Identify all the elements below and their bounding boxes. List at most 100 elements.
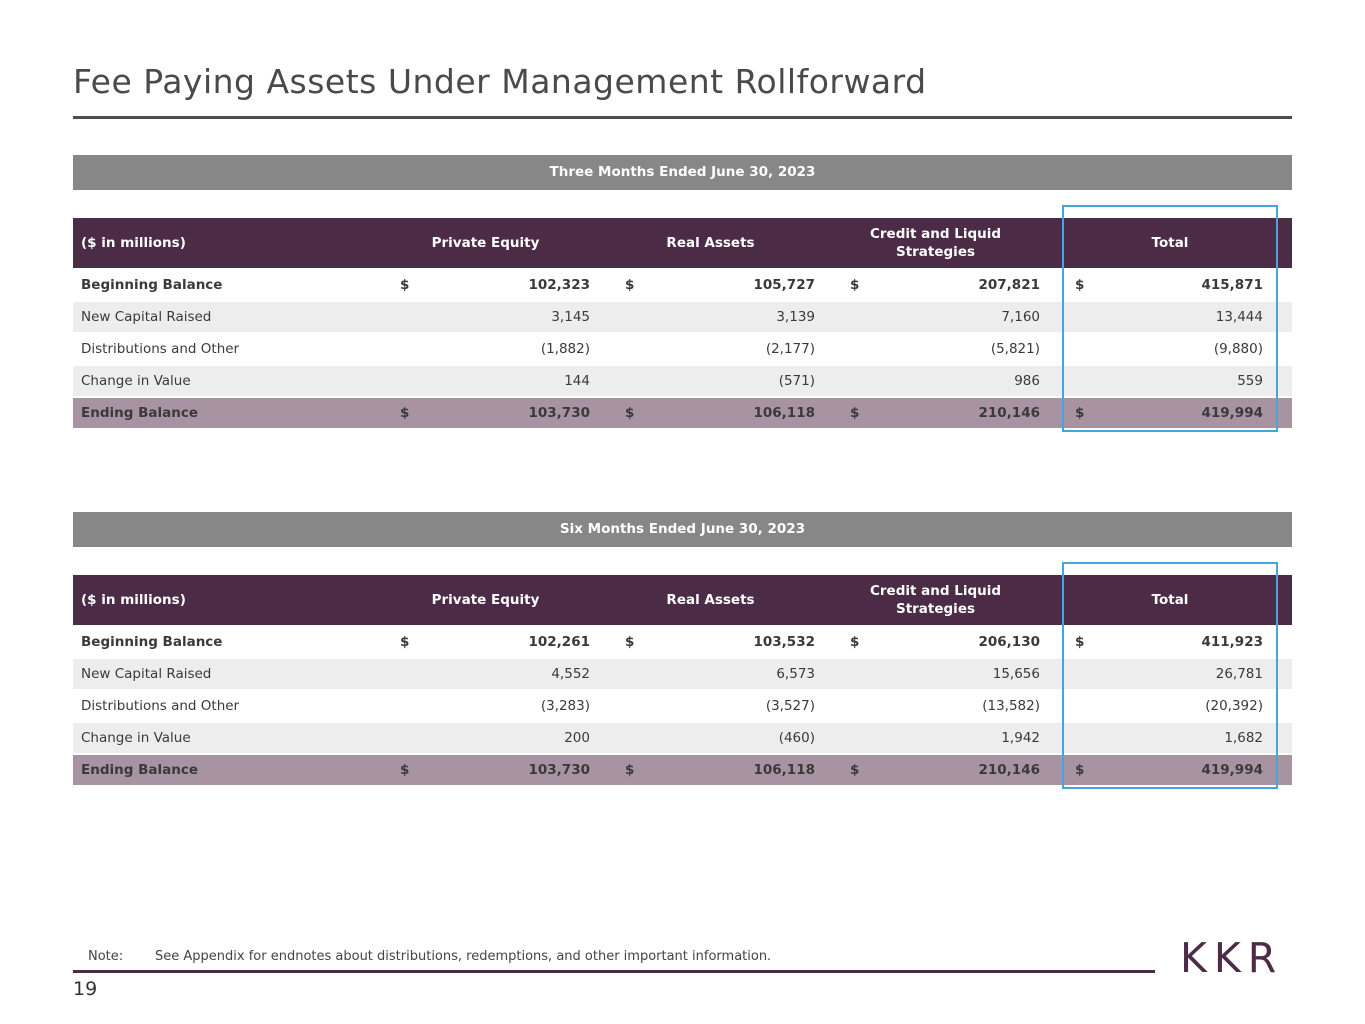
page-title: Fee Paying Assets Under Management Rollf… <box>73 62 927 101</box>
cell-value: 103,730 <box>528 405 591 421</box>
dollar-sign: $ <box>850 277 860 293</box>
cell-value: (13,582) <box>982 698 1040 714</box>
note-text: See Appendix for endnotes about distribu… <box>155 949 772 964</box>
cell-value: (5,821) <box>990 341 1040 357</box>
column-header-private-equity: Private Equity <box>431 591 540 608</box>
kkr-logo: KKR <box>1180 934 1284 982</box>
dollar-sign: $ <box>625 277 635 293</box>
dollar-sign: $ <box>625 762 635 778</box>
cell-real-assets: (571) <box>598 366 823 396</box>
cell-private-equity: $103,730 <box>373 755 598 785</box>
cell-real-assets: $103,532 <box>598 627 823 657</box>
table-row-change-in-value: Change in Value 144 (571) 986 559 <box>73 366 1292 396</box>
column-header-units: ($ in millions) <box>81 591 186 608</box>
row-label: New Capital Raised <box>81 666 212 682</box>
row-label: Beginning Balance <box>81 634 223 650</box>
cell-value: 210,146 <box>978 405 1041 421</box>
cell-credit-liquid: $210,146 <box>823 398 1048 428</box>
cell-value: (3,283) <box>540 698 590 714</box>
cell-total: (20,392) <box>1048 691 1292 721</box>
cell-value: 105,727 <box>753 277 816 293</box>
table-row-new-capital-raised: New Capital Raised 3,145 3,139 7,160 13,… <box>73 302 1292 332</box>
cell-value: 26,781 <box>1215 666 1263 682</box>
dollar-sign: $ <box>850 405 860 421</box>
cell-value: 207,821 <box>978 277 1041 293</box>
table-row-beginning-balance: Beginning Balance $102,323 $105,727 $207… <box>73 270 1292 300</box>
column-header-units: ($ in millions) <box>81 234 186 251</box>
cell-value: 106,118 <box>753 405 816 421</box>
cell-real-assets: (460) <box>598 723 823 753</box>
dollar-sign: $ <box>625 405 635 421</box>
cell-total: 13,444 <box>1048 302 1292 332</box>
dollar-sign: $ <box>400 277 410 293</box>
cell-value: 419,994 <box>1201 762 1264 778</box>
cell-credit-liquid: 7,160 <box>823 302 1048 332</box>
cell-value: (1,882) <box>540 341 590 357</box>
cell-real-assets: (2,177) <box>598 334 823 364</box>
column-header-credit-liquid: Credit and Liquid Strategies <box>869 225 1002 260</box>
fpaum-table-three-months: ($ in millions) Private Equity Real Asse… <box>73 205 1292 432</box>
column-header-real-assets: Real Assets <box>666 591 755 608</box>
cell-value: (460) <box>778 730 815 746</box>
cell-real-assets: 6,573 <box>598 659 823 689</box>
cell-value: (9,880) <box>1213 341 1263 357</box>
cell-value: 1,942 <box>1001 730 1040 746</box>
row-label: Beginning Balance <box>81 277 223 293</box>
cell-value: (571) <box>778 373 815 389</box>
column-header-total: Total <box>1151 591 1189 608</box>
cell-value: 200 <box>564 730 590 746</box>
table-header-row: ($ in millions) Private Equity Real Asse… <box>73 575 1292 625</box>
cell-value: 419,994 <box>1201 405 1264 421</box>
cell-value: 559 <box>1237 373 1263 389</box>
cell-value: 210,146 <box>978 762 1041 778</box>
cell-total: 559 <box>1048 366 1292 396</box>
cell-value: 144 <box>564 373 590 389</box>
cell-credit-liquid: 15,656 <box>823 659 1048 689</box>
cell-value: 106,118 <box>753 762 816 778</box>
cell-credit-liquid: (5,821) <box>823 334 1048 364</box>
cell-value: 103,532 <box>753 634 816 650</box>
cell-value: 102,261 <box>528 634 591 650</box>
cell-credit-liquid: $206,130 <box>823 627 1048 657</box>
cell-private-equity: (1,882) <box>373 334 598 364</box>
row-label: Distributions and Other <box>81 698 240 714</box>
title-divider <box>73 116 1292 119</box>
cell-private-equity: 200 <box>373 723 598 753</box>
cell-credit-liquid: $207,821 <box>823 270 1048 300</box>
cell-value: 4,552 <box>551 666 590 682</box>
slide-content: Fee Paying Assets Under Management Rollf… <box>73 0 1292 789</box>
row-label: Change in Value <box>81 373 191 389</box>
column-header-credit-liquid: Credit and Liquid Strategies <box>869 582 1002 617</box>
cell-value: 15,656 <box>992 666 1040 682</box>
table-row-change-in-value: Change in Value 200 (460) 1,942 1,682 <box>73 723 1292 753</box>
cell-total: $419,994 <box>1048 398 1292 428</box>
cell-value: 7,160 <box>1001 309 1040 325</box>
row-label: Ending Balance <box>81 762 199 778</box>
cell-value: 1,682 <box>1224 730 1263 746</box>
row-label: Distributions and Other <box>81 341 240 357</box>
dollar-sign: $ <box>400 405 410 421</box>
period-banner-three-months: Three Months Ended June 30, 2023 <box>73 155 1292 190</box>
cell-real-assets: (3,527) <box>598 691 823 721</box>
cell-value: 6,573 <box>776 666 815 682</box>
table-row-ending-balance: Ending Balance $103,730 $106,118 $210,14… <box>73 755 1292 785</box>
column-header-real-assets: Real Assets <box>666 234 755 251</box>
table-row-distributions-and-other: Distributions and Other (1,882) (2,177) … <box>73 334 1292 364</box>
cell-value: 415,871 <box>1201 277 1264 293</box>
cell-total: (9,880) <box>1048 334 1292 364</box>
cell-total: $411,923 <box>1048 627 1292 657</box>
cell-value: 3,139 <box>776 309 815 325</box>
cell-value: 13,444 <box>1215 309 1263 325</box>
note-label: Note: <box>88 949 124 964</box>
cell-private-equity: (3,283) <box>373 691 598 721</box>
cell-value: 411,923 <box>1201 634 1264 650</box>
cell-private-equity: 144 <box>373 366 598 396</box>
cell-value: (20,392) <box>1205 698 1263 714</box>
column-header-total: Total <box>1151 234 1189 251</box>
cell-credit-liquid: 986 <box>823 366 1048 396</box>
row-label: Ending Balance <box>81 405 199 421</box>
row-label: New Capital Raised <box>81 309 212 325</box>
cell-private-equity: $102,261 <box>373 627 598 657</box>
dollar-sign: $ <box>400 634 410 650</box>
fpaum-table-six-months: ($ in millions) Private Equity Real Asse… <box>73 562 1292 789</box>
